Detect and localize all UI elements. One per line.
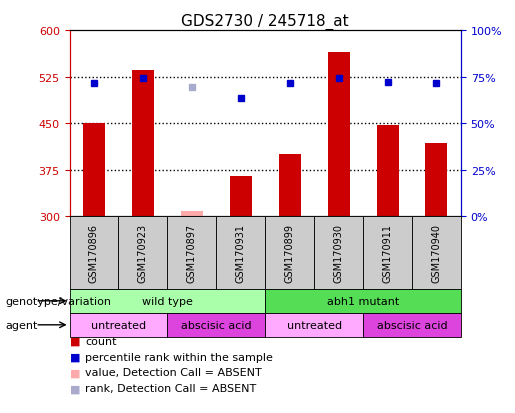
Text: GSM170899: GSM170899	[285, 223, 295, 282]
Text: GSM170931: GSM170931	[236, 223, 246, 282]
Bar	[265, 217, 314, 289]
Bar	[70, 217, 118, 289]
Bar	[83, 124, 105, 217]
Bar	[279, 155, 301, 217]
Text: GSM170940: GSM170940	[432, 223, 441, 282]
Text: abh1 mutant: abh1 mutant	[327, 296, 399, 306]
Bar	[181, 212, 203, 217]
Text: GSM170911: GSM170911	[383, 223, 392, 282]
Text: rank, Detection Call = ABSENT: rank, Detection Call = ABSENT	[85, 383, 256, 393]
Bar	[230, 176, 252, 217]
Text: ■: ■	[70, 368, 80, 377]
Bar	[425, 144, 448, 217]
Bar	[265, 289, 461, 313]
Text: abscisic acid: abscisic acid	[181, 320, 252, 330]
Text: ■: ■	[70, 352, 80, 362]
Text: GSM170897: GSM170897	[187, 223, 197, 282]
Text: GSM170923: GSM170923	[138, 223, 148, 282]
Text: ■: ■	[70, 336, 80, 346]
Bar	[70, 313, 167, 337]
Bar	[70, 289, 265, 313]
Text: untreated: untreated	[286, 320, 342, 330]
Text: GSM170896: GSM170896	[89, 223, 99, 282]
Title: GDS2730 / 245718_at: GDS2730 / 245718_at	[181, 14, 349, 30]
Bar	[118, 217, 167, 289]
Text: wild type: wild type	[142, 296, 193, 306]
Bar	[376, 126, 399, 217]
Bar	[363, 217, 412, 289]
Bar	[167, 217, 216, 289]
Text: untreated: untreated	[91, 320, 146, 330]
Bar	[167, 313, 265, 337]
Bar	[265, 313, 363, 337]
Text: ■: ■	[70, 383, 80, 393]
Text: genotype/variation: genotype/variation	[5, 296, 111, 306]
Text: count: count	[85, 336, 116, 346]
Text: percentile rank within the sample: percentile rank within the sample	[85, 352, 273, 362]
Text: abscisic acid: abscisic acid	[376, 320, 448, 330]
Text: value, Detection Call = ABSENT: value, Detection Call = ABSENT	[85, 368, 262, 377]
Bar	[314, 217, 363, 289]
Bar	[216, 217, 265, 289]
Bar	[412, 217, 461, 289]
Bar	[363, 313, 461, 337]
Bar	[132, 71, 154, 217]
Bar	[328, 52, 350, 217]
Text: GSM170930: GSM170930	[334, 223, 344, 282]
Text: agent: agent	[5, 320, 38, 330]
